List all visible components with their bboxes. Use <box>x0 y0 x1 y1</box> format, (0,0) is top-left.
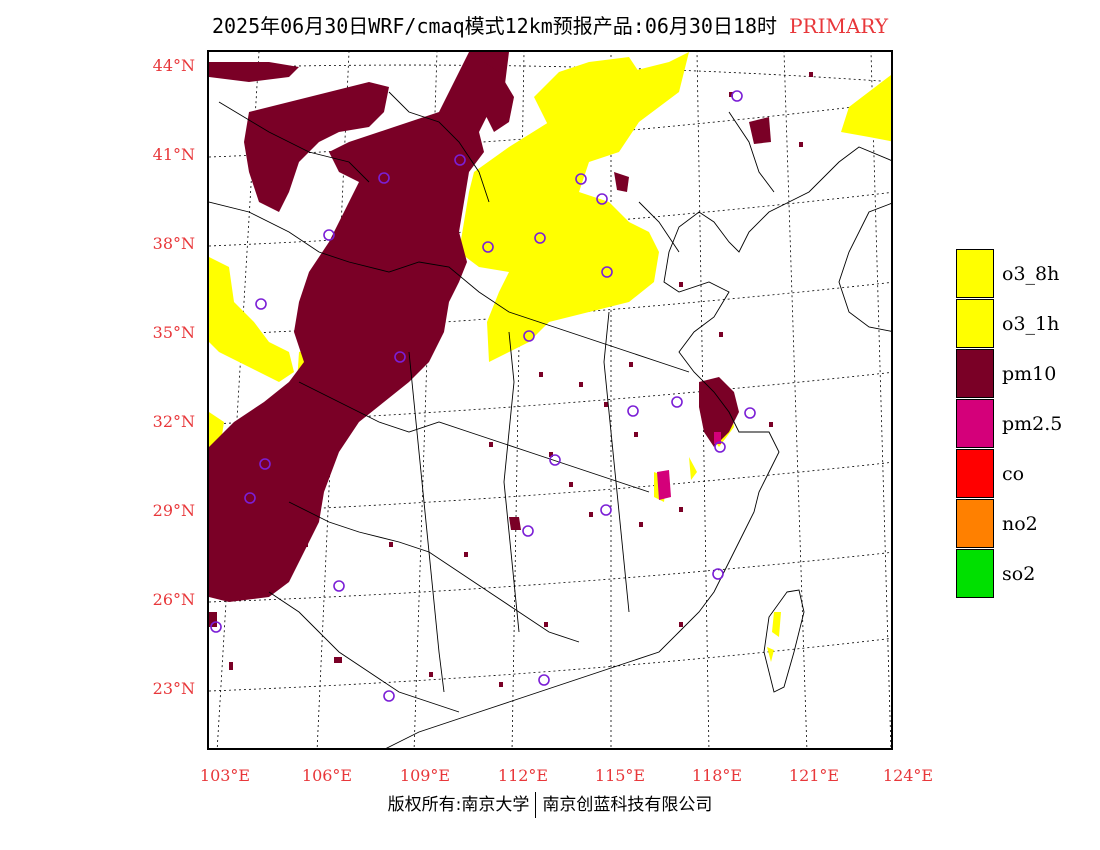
forecast-map <box>207 50 893 750</box>
graticule-lon-124 <box>870 52 891 748</box>
map-title: 2025年06月30日WRF/cmaq模式12km预报产品:06月30日18时 P… <box>0 10 1100 39</box>
lon-label-115: 115°E <box>594 766 646 785</box>
footer-left: 版权所有:南京大学 <box>387 795 530 815</box>
legend-swatch <box>956 499 994 548</box>
graticule-lon-121 <box>783 52 808 748</box>
lat-label-23: 23°N <box>152 679 195 698</box>
copyright-footer: 版权所有:南京大学 南京创蓝科技有限公司 <box>0 790 1100 818</box>
footer-right: 南京创蓝科技有限公司 <box>542 795 713 815</box>
legend-swatch <box>956 449 994 498</box>
graticule-lat-38 <box>209 192 891 247</box>
province-line-j <box>728 111 775 193</box>
scatter-pixels <box>229 72 813 687</box>
korea-outline <box>838 203 891 332</box>
graticule-lat-44 <box>209 64 891 83</box>
legend-swatch <box>956 249 994 298</box>
province-line-e <box>503 331 520 633</box>
legend-label: pm2.5 <box>1002 413 1063 435</box>
province-line-c <box>288 501 580 643</box>
lon-label-103: 103°E <box>199 766 251 785</box>
lon-label-106: 106°E <box>301 766 353 785</box>
legend-label: o3_1h <box>1002 313 1060 335</box>
province-line-d <box>408 351 445 693</box>
legend-label: co <box>1002 463 1025 485</box>
graticule-lat-26 <box>209 552 891 603</box>
legend-label: pm10 <box>1002 363 1057 385</box>
map-canvas <box>209 52 891 748</box>
graticule-lat-41 <box>209 102 891 158</box>
pm25-region <box>657 432 721 500</box>
lat-label-38: 38°N <box>152 234 195 253</box>
graticule-lat-32 <box>209 372 891 425</box>
station-markers <box>210 90 756 702</box>
legend-label: o3_8h <box>1002 263 1060 285</box>
lon-label-109: 109°E <box>399 766 451 785</box>
graticule-lat-29 <box>209 462 891 514</box>
lat-label-35: 35°N <box>152 323 195 342</box>
province-line-i <box>218 101 370 183</box>
province-line-k <box>638 201 680 253</box>
lon-label-124: 124°E <box>882 766 934 785</box>
legend-swatch <box>956 399 994 448</box>
lon-label-121: 121°E <box>788 766 840 785</box>
legend-label: no2 <box>1002 513 1038 535</box>
legend-label: so2 <box>1002 563 1036 585</box>
lat-label-29: 29°N <box>152 501 195 520</box>
lat-label-44: 44°N <box>152 56 195 75</box>
title-main: 2025年06月30日WRF/cmaq模式12km预报产品:06月30日18时 <box>211 14 778 38</box>
province-line-f <box>603 311 630 613</box>
province-line-b <box>298 381 650 493</box>
title-primary-tag: PRIMARY <box>789 14 889 38</box>
lat-label-41: 41°N <box>152 145 195 164</box>
province-line-h <box>388 91 490 203</box>
lon-label-112: 112°E <box>497 766 549 785</box>
legend-swatch <box>956 349 994 398</box>
graticule-lon-103 <box>216 52 260 748</box>
footer-separator <box>535 792 537 818</box>
graticule-lon-112 <box>511 52 525 748</box>
graticule-lon-109 <box>413 52 438 748</box>
pm10-region <box>209 52 771 627</box>
legend-swatch <box>956 299 994 348</box>
coastline <box>385 146 891 748</box>
graticule-lat-35 <box>209 282 891 336</box>
legend-swatch <box>956 549 994 598</box>
province-line-g <box>268 591 460 713</box>
taiwan-outline <box>763 589 805 693</box>
graticule-lat-23 <box>209 638 891 692</box>
province-line-a <box>209 201 690 373</box>
lon-label-118: 118°E <box>691 766 743 785</box>
boundaries <box>209 91 891 748</box>
lat-label-32: 32°N <box>152 412 195 431</box>
lat-label-26: 26°N <box>152 590 195 609</box>
